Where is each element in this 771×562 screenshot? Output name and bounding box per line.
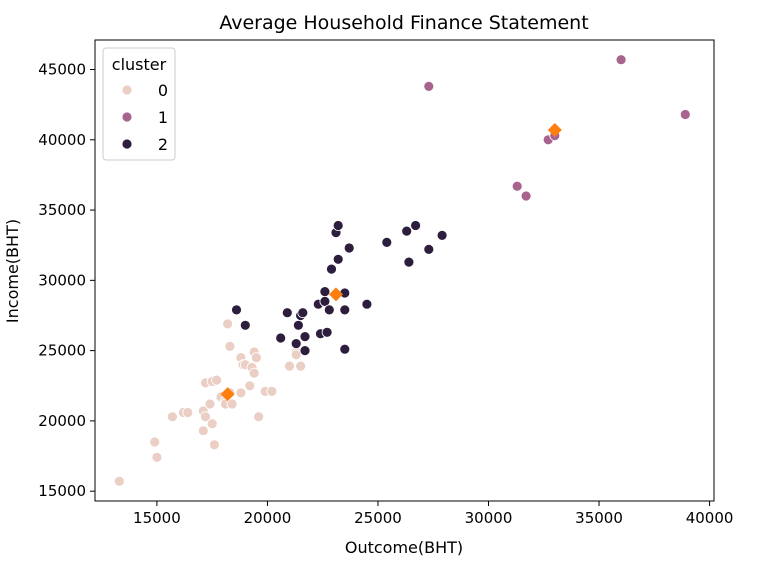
y-tick-label: 25000: [38, 342, 86, 360]
scatter-point-cluster-2: [299, 345, 311, 357]
x-tick-label: 25000: [354, 509, 402, 527]
centroid-marker: [547, 122, 562, 137]
scatter-point-cluster-1: [511, 180, 523, 192]
x-axis-title: Outcome(BHT): [345, 538, 463, 557]
scatter-point-cluster-0: [253, 411, 265, 423]
scatter-point-cluster-0: [200, 411, 211, 423]
scatter-point-cluster-2: [361, 298, 373, 310]
scatter-point-cluster-2: [343, 242, 355, 254]
scatter-point-cluster-2: [339, 304, 351, 316]
scatter-point-cluster-0: [290, 349, 302, 361]
scatter-point-cluster-0: [284, 360, 295, 372]
scatter-point-cluster-2: [339, 343, 351, 355]
scatter-point-cluster-2: [239, 319, 251, 331]
chart-marks: [113, 54, 691, 487]
scatter-point-cluster-0: [166, 411, 178, 423]
x-axis: 15000 20000 25000 30000 35000 40000: [133, 501, 733, 527]
scatter-point-cluster-0: [244, 380, 256, 392]
scatter-point-cluster-1: [520, 190, 532, 202]
x-tick-label: 15000: [133, 509, 181, 527]
scatter-point-cluster-0: [250, 352, 262, 364]
scatter-point-cluster-0: [149, 436, 161, 448]
scatter-point-cluster-2: [290, 338, 302, 350]
scatter-point-cluster-0: [208, 439, 220, 451]
scatter-point-cluster-0: [197, 425, 209, 437]
scatter-point-cluster-2: [381, 236, 393, 248]
scatter-point-cluster-0: [295, 360, 307, 372]
x-tick-label: 20000: [244, 509, 292, 527]
scatter-point-cluster-2: [297, 307, 309, 319]
legend-entries: 0 1 2: [121, 81, 168, 154]
centroid-marker: [328, 287, 343, 302]
legend-label: 1: [158, 108, 168, 127]
scatter-point-cluster-0: [182, 407, 194, 418]
scatter-point-cluster-2: [403, 256, 415, 268]
scatter-point-cluster-2: [410, 220, 422, 231]
scatter-point-cluster-1: [679, 109, 691, 120]
scatter-point-cluster-2: [299, 331, 311, 343]
y-tick-label: 20000: [38, 412, 86, 430]
scatter-point-cluster-2: [281, 307, 293, 319]
legend-marker-cluster-2: [121, 138, 133, 150]
scatter-point-cluster-0: [235, 387, 247, 399]
scatter-point-cluster-1: [423, 81, 435, 92]
scatter-point-cluster-2: [275, 332, 287, 344]
y-axis: 15000 20000 25000 30000 35000 40000 45000: [38, 61, 95, 500]
scatter-point-cluster-2: [326, 263, 337, 275]
scatter-point-cluster-0: [204, 398, 216, 410]
y-tick-label: 45000: [38, 61, 86, 79]
scatter-point-cluster-2: [332, 253, 344, 265]
scatter-point-cluster-2: [323, 304, 335, 316]
chart-title: Average Household Finance Statement: [219, 12, 588, 34]
scatter-point-cluster-2: [332, 220, 344, 231]
scatter-point-cluster-0: [211, 374, 223, 386]
x-tick-label: 35000: [575, 509, 623, 527]
y-axis-title: Income(BHT): [3, 219, 22, 323]
scatter-point-cluster-0: [222, 318, 234, 330]
scatter-point-cluster-0: [151, 451, 163, 463]
y-tick-label: 35000: [38, 201, 86, 219]
x-tick-label: 40000: [686, 509, 734, 527]
scatter-point-cluster-2: [436, 229, 448, 241]
scatter-point-cluster-2: [231, 304, 242, 316]
y-tick-label: 40000: [38, 131, 86, 149]
legend-marker-cluster-0: [121, 84, 133, 96]
scatter-point-cluster-0: [113, 475, 125, 487]
scatter-point-cluster-0: [266, 385, 278, 397]
scatter-point-cluster-0: [226, 398, 238, 410]
legend-title: cluster: [112, 55, 167, 74]
scatter-point-cluster-2: [319, 286, 331, 298]
centroid-marker: [220, 387, 235, 402]
scatter-point-cluster-0: [224, 340, 236, 352]
x-tick-label: 30000: [465, 509, 513, 527]
y-tick-label: 30000: [38, 271, 86, 289]
scatter-point-cluster-0: [248, 367, 260, 379]
plot-frame: [94, 39, 715, 502]
scatter-point-cluster-0: [206, 418, 218, 430]
scatter-point-cluster-2: [321, 326, 333, 338]
legend-box: [102, 47, 176, 161]
scatter-point-cluster-2: [423, 243, 435, 255]
scatter-point-cluster-2: [401, 225, 413, 237]
legend: cluster 0 1 2: [102, 47, 176, 161]
scatter-point-cluster-1: [615, 54, 627, 66]
legend-label: 2: [158, 135, 168, 154]
legend-marker-cluster-1: [121, 111, 133, 123]
scatter-point-cluster-2: [292, 319, 304, 331]
legend-label: 0: [158, 81, 168, 100]
y-tick-label: 15000: [38, 482, 86, 500]
